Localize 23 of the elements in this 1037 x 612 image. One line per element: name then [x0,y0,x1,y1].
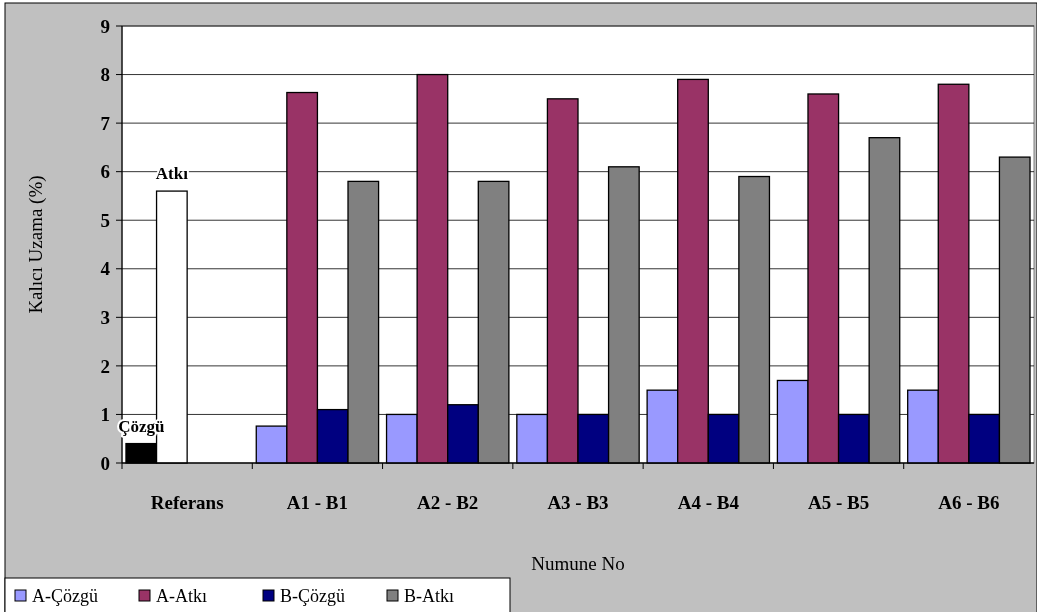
x-tick-label: A4 - B4 [677,492,740,513]
legend-label: A-Çözgü [32,586,98,607]
y-tick-label: 1 [100,404,110,426]
y-tick-label: 2 [100,355,110,377]
x-tick-label: A2 - B2 [417,492,479,513]
legend-label: A-Atkı [156,586,207,607]
x-axis-title: Numune No [531,553,625,574]
legend-label: B-Çözgü [280,586,345,607]
y-tick-label: 4 [100,258,111,280]
y-tick-label: 0 [100,452,110,474]
x-tick-label: A3 - B3 [547,492,609,513]
x-tick-label: Referans [150,492,224,513]
y-axis-title: Kalıcı Uzama (%) [25,175,47,314]
y-tick-label: 7 [100,112,111,134]
x-tick-label: A5 - B5 [807,492,870,513]
y-tick-label: 6 [100,161,110,183]
y-tick-label: 3 [100,306,110,328]
legend-label: B-Atkı [404,586,455,607]
y-tick-label: 8 [100,64,110,86]
x-tick-label: A6 - B6 [938,492,1000,513]
y-tick-label: 5 [100,209,110,231]
x-tick-label: A1 - B1 [286,492,349,513]
y-tick-label: 9 [100,15,110,37]
